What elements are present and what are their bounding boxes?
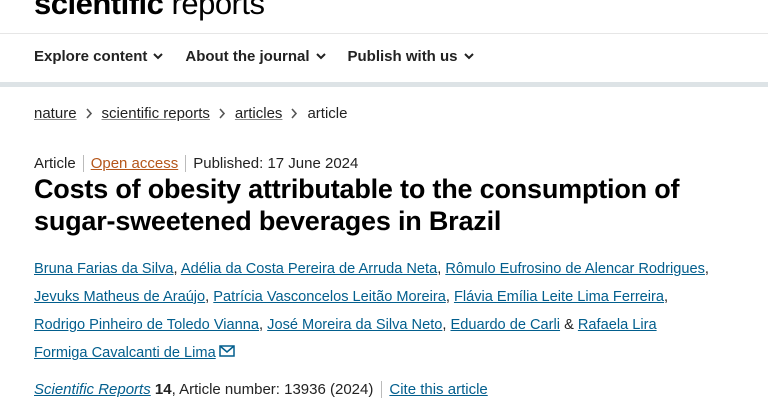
published-date: Published: 17 June 2024 [185, 155, 365, 172]
logo-light[interactable]: reports [171, 0, 265, 21]
header-bar [0, 82, 768, 87]
author-separator: , [664, 289, 669, 305]
chevron [463, 53, 474, 60]
nav-item[interactable]: About the journal [185, 48, 326, 65]
article-number: , Article number: 13936 (2024) [171, 381, 374, 398]
nav-label[interactable]: About the journal [185, 48, 310, 65]
author-separator: , [704, 261, 709, 277]
crumb[interactable]: articles [234, 105, 283, 122]
journal-name[interactable]: Scientific Reports [34, 381, 151, 398]
chevron [315, 53, 326, 60]
email-icon[interactable] [218, 345, 235, 357]
author-list: Bruna Farias da Silva, Adélia da Costa P… [34, 255, 714, 367]
author-link[interactable]: Patrícia Vasconcelos Leitão Moreira [213, 289, 446, 305]
author-conjunction: & [564, 317, 574, 333]
article-type: Article [34, 155, 76, 172]
nav-label[interactable]: Publish with us [347, 48, 458, 65]
author-link[interactable]: Flávia Emília Leite Lima Ferreira [453, 289, 665, 305]
logo[interactable]: scientific reports [34, 0, 265, 22]
chevron [153, 53, 164, 60]
author-link[interactable]: Bruna Farias da Silva [34, 261, 174, 277]
author-link[interactable]: Adélia da Costa Pereira de Arruda Neta [180, 261, 438, 277]
crumb[interactable]: nature [34, 105, 77, 122]
nav-label[interactable]: Explore content [34, 48, 148, 65]
crumb-sep [219, 108, 225, 119]
volume: 14 [154, 381, 172, 398]
author-link[interactable]: Rodrigo Pinheiro de Toledo Vianna [34, 317, 260, 333]
open-access[interactable]: Open access [82, 155, 186, 172]
author-link[interactable]: Rômulo Eufrosino de Alencar Rodrigues [445, 261, 705, 277]
logo-bold[interactable]: scientific [34, 0, 164, 21]
cite-link-wrap: Cite this article [381, 381, 488, 398]
author-separator: , [173, 261, 178, 277]
article-meta: Article Open access Published: 17 June 2… [34, 155, 365, 172]
author-link[interactable]: Eduardo de Carli [450, 317, 561, 333]
cite-link[interactable]: Cite this article [389, 381, 488, 398]
crumb-sep [85, 108, 92, 119]
nav: Explore content About the journal Publis… [34, 48, 474, 65]
author-link[interactable]: Rafaela Lira Formiga Cavalcanti de Lima [34, 317, 657, 361]
crumb-sep [291, 108, 298, 119]
article-title: Costs of obesity attributable to the con… [34, 174, 680, 236]
author-separator: , [445, 289, 450, 305]
author-separator: , [442, 317, 447, 333]
divider [0, 33, 768, 34]
breadcrumb: nature scientific reports articles artic… [34, 105, 347, 122]
citation: Scientific Reports 14, Article number: 1… [34, 381, 488, 398]
author-separator: , [259, 317, 264, 333]
author-link[interactable]: José Moreira da Silva Neto [267, 317, 443, 333]
crumb-current: article [307, 105, 348, 122]
nav-item[interactable]: Publish with us [348, 48, 474, 65]
crumb[interactable]: scientific reports [101, 105, 210, 122]
author-separator: , [205, 289, 210, 305]
nav-item[interactable]: Explore content [34, 48, 164, 65]
author-separator: , [437, 261, 442, 277]
author-link[interactable]: Jevuks Matheus de Araújo [34, 289, 206, 305]
